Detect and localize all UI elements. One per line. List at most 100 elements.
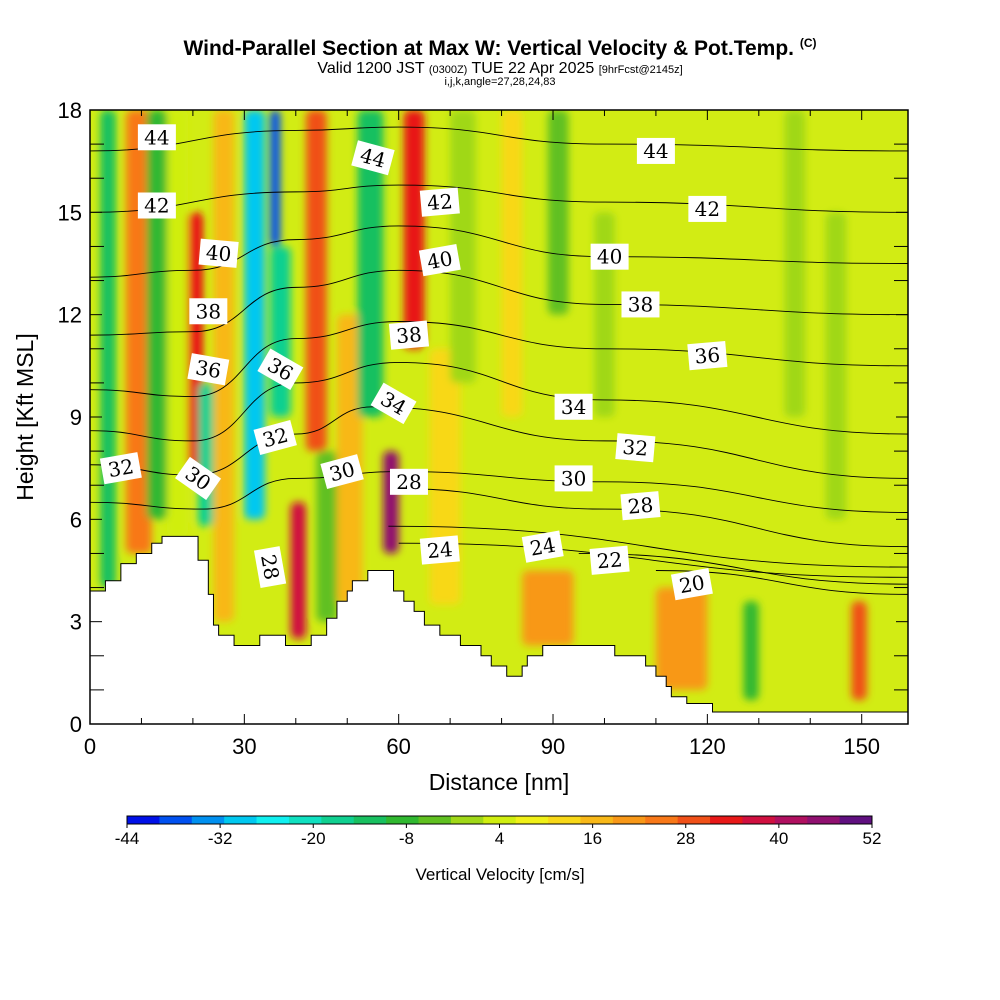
colorbar-swatch xyxy=(515,816,549,824)
contour-label: 24 xyxy=(419,535,460,565)
isentrope-42 xyxy=(90,184,908,213)
contour-label-text: 30 xyxy=(561,466,586,490)
velocity-band xyxy=(450,110,476,383)
x-tick-label: 90 xyxy=(541,734,565,759)
velocity-band xyxy=(270,246,291,417)
contour-label: 36 xyxy=(187,353,230,386)
colorbar-tick-label: 28 xyxy=(676,829,695,848)
valid-forecast: [9hrFcst@2145z] xyxy=(598,64,683,76)
colorbar-swatch xyxy=(612,816,646,824)
contour-label: 42 xyxy=(419,187,460,217)
terrain-mask xyxy=(89,535,909,725)
velocity-band xyxy=(522,570,574,646)
isentrope-38 xyxy=(90,269,908,336)
colorbar-tick-label: -32 xyxy=(208,829,233,848)
contour-label-text: 38 xyxy=(628,292,653,316)
colorbar-tick-label: 4 xyxy=(495,829,504,848)
contour-label-text: 36 xyxy=(694,343,721,369)
contour-label: 32 xyxy=(99,452,142,485)
contour-label: 40 xyxy=(590,243,629,270)
contour-label: 34 xyxy=(554,393,593,420)
contour-label-text: 40 xyxy=(597,245,622,269)
colorbar-swatch xyxy=(483,816,517,824)
velocity-band xyxy=(244,110,265,520)
contour-label-text: 28 xyxy=(396,470,421,494)
velocity-band xyxy=(306,110,327,452)
contour-label: 30 xyxy=(554,465,593,492)
contour-label: 44 xyxy=(636,137,675,164)
contour-label-text: 28 xyxy=(627,493,654,519)
y-tick-label: 0 xyxy=(70,712,82,737)
colorbar-tick-label: -20 xyxy=(301,829,326,848)
x-axis-label: Distance [nm] xyxy=(429,769,570,795)
velocity-band xyxy=(290,502,307,639)
colorbar-tick-label: 16 xyxy=(583,829,602,848)
isentrope-24 xyxy=(398,542,908,578)
colorbar-tick-label: -8 xyxy=(399,829,414,848)
colorbar-swatch xyxy=(159,816,193,824)
isentrope-26 xyxy=(388,525,908,568)
isentrope-34 xyxy=(90,361,908,442)
colorbar-swatch xyxy=(645,816,679,824)
chart-grid-indices: i,j,k,angle=27,28,24,83 xyxy=(444,76,556,88)
contour-label-text: 44 xyxy=(144,125,169,149)
contour-label: 40 xyxy=(198,238,239,268)
velocity-band xyxy=(146,110,168,520)
contour-label: 30 xyxy=(320,454,364,490)
contour-label-text: 20 xyxy=(677,570,706,598)
contour-label: 28 xyxy=(389,468,428,495)
contour-label: 20 xyxy=(670,568,713,601)
contour-label-text: 44 xyxy=(643,139,668,163)
y-tick-label: 9 xyxy=(70,405,82,430)
colorbar-swatch xyxy=(386,816,420,824)
contour-label: 28 xyxy=(253,546,287,589)
velocity-band xyxy=(316,451,337,622)
contour-label-text: 38 xyxy=(196,299,221,323)
colorbar-swatch xyxy=(450,816,484,824)
contour-label-text: 42 xyxy=(695,197,720,221)
colorbar-swatch xyxy=(321,816,355,824)
valid-prefix: Valid 1200 JST xyxy=(317,60,425,77)
x-tick-label: 120 xyxy=(689,734,726,759)
y-tick-label: 6 xyxy=(70,507,82,532)
colorbar-swatch xyxy=(548,816,581,824)
colorbar-swatch xyxy=(710,816,743,824)
contour-label-text: 32 xyxy=(622,435,649,461)
velocity-band xyxy=(383,451,399,554)
colorbar-swatch xyxy=(191,816,225,824)
contour-label: 38 xyxy=(388,320,430,350)
colorbar-tick-label: 40 xyxy=(769,829,788,848)
isentrope-44 xyxy=(90,126,908,152)
chart-title-text: Wind-Parallel Section at Max W: Vertical… xyxy=(183,37,794,60)
title-copyright-mark: (C) xyxy=(799,36,817,50)
valid-zulu: (0300Z) xyxy=(428,64,468,76)
colorbar-tick-label: -44 xyxy=(115,829,140,848)
velocity-band xyxy=(594,212,615,417)
contour-label: 22 xyxy=(589,545,630,575)
contour-label: 24 xyxy=(521,530,564,563)
contour-label-text: 42 xyxy=(144,194,169,218)
velocity-band xyxy=(198,382,214,527)
velocity-band xyxy=(270,110,281,247)
contour-label-text: 22 xyxy=(596,547,623,573)
contour-label-text: 24 xyxy=(528,533,557,561)
contour-label-text: 34 xyxy=(561,395,586,419)
contour-label: 44 xyxy=(351,140,395,176)
contour-label: 38 xyxy=(189,298,228,325)
y-axis-label: Height [Kft MSL] xyxy=(12,333,38,500)
contour-label: 32 xyxy=(615,433,656,463)
colorbar-swatch xyxy=(580,816,614,824)
colorbar-swatch xyxy=(127,816,160,824)
y-tick-label: 3 xyxy=(70,610,82,635)
colorbar-swatch xyxy=(839,816,873,824)
velocity-band xyxy=(825,212,847,520)
velocity-band xyxy=(501,110,523,417)
colorbar-swatch xyxy=(742,816,776,824)
valid-date: TUE 22 Apr 2025 xyxy=(471,60,595,77)
velocity-band xyxy=(851,601,867,701)
contour-label: 42 xyxy=(137,192,176,219)
contour-label: 32 xyxy=(253,419,297,455)
contour-label: 28 xyxy=(620,491,661,521)
